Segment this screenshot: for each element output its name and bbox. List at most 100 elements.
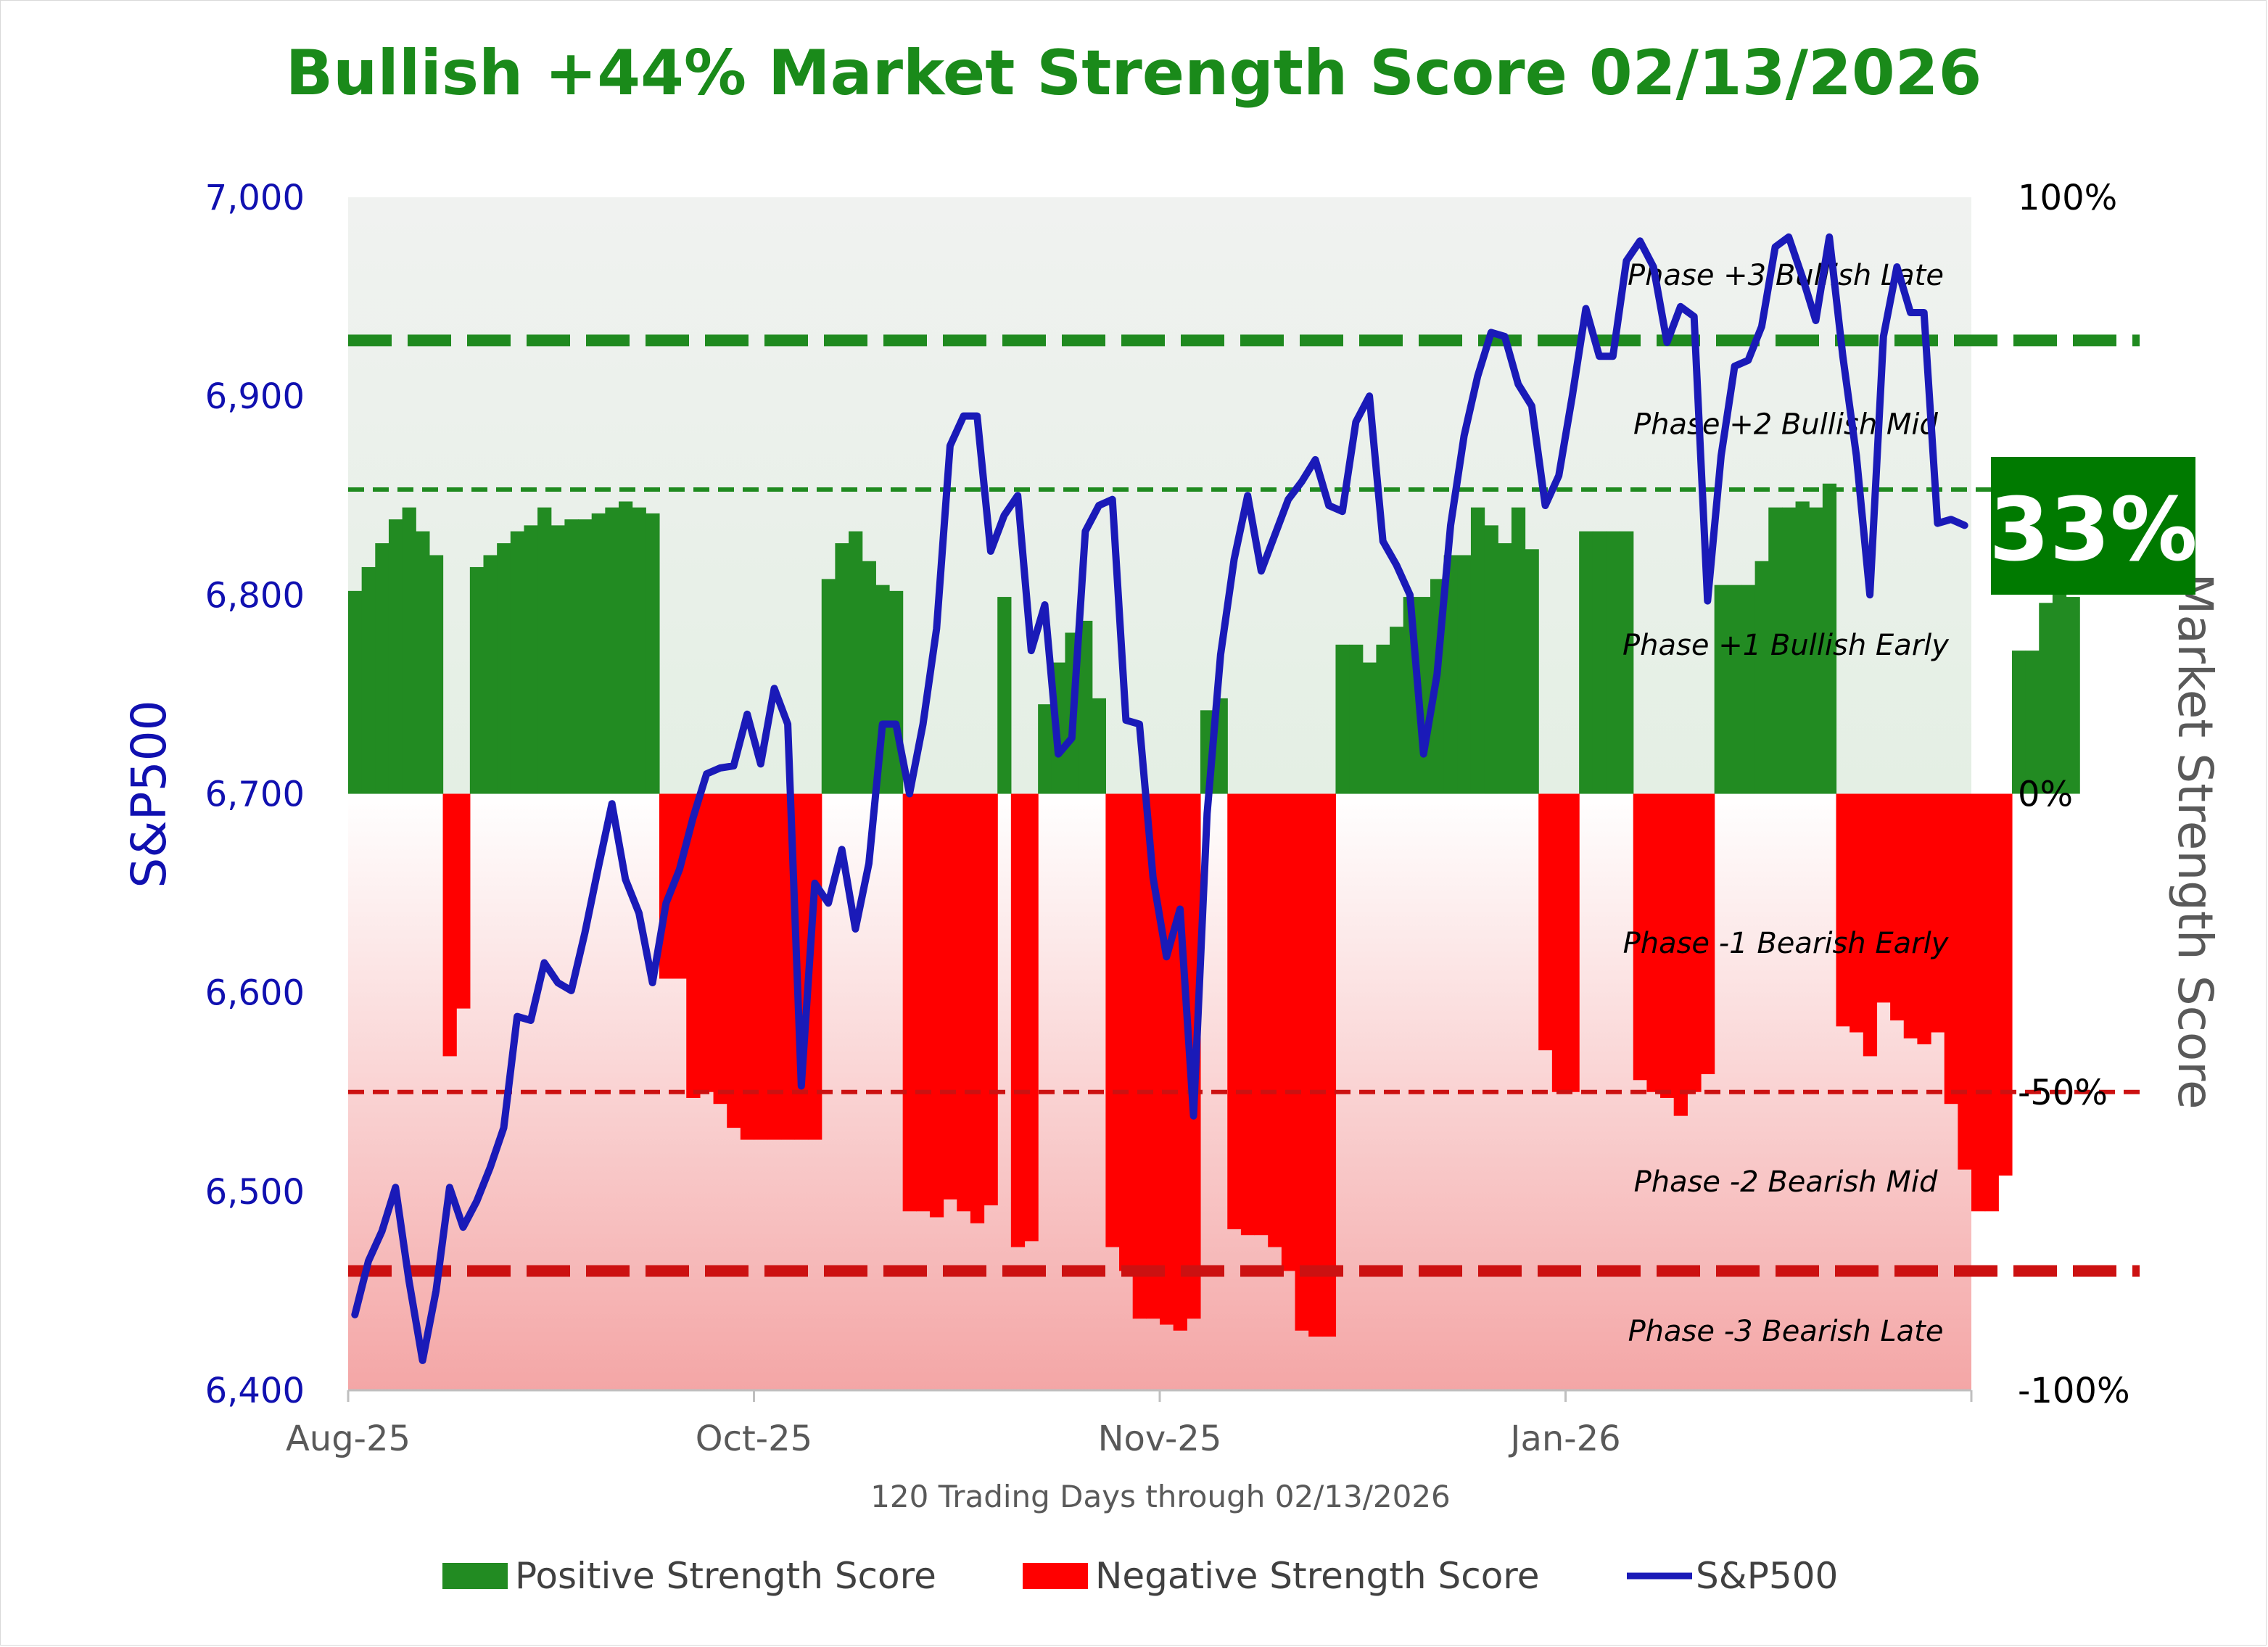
negative-score-bar	[1240, 793, 1255, 1236]
negative-score-bar	[686, 793, 701, 1098]
x-axis-title: 120 Trading Days through 02/13/2026	[870, 1479, 1451, 1514]
negative-score-bar	[1146, 793, 1160, 1319]
negative-score-bar	[970, 793, 985, 1223]
negative-score-bar	[1321, 793, 1337, 1337]
x-axis-ticks: Aug-25 Oct-25 Nov-25 Jan-26	[286, 1390, 1973, 1459]
right-axis-ticks: 100%50%0%-50%-100%	[2018, 178, 2130, 1411]
right-axis-tick-label: 100%	[2018, 178, 2117, 218]
negative-score-bar	[1931, 793, 1945, 1033]
positive-score-bar	[605, 507, 619, 794]
positive-score-bar	[524, 525, 538, 794]
positive-score-bar	[1092, 698, 1106, 794]
negative-score-bar	[1551, 793, 1567, 1092]
x-axis-tick-label: Jan-26	[1508, 1419, 1620, 1459]
negative-score-bar	[767, 793, 782, 1140]
positive-score-bar	[1390, 627, 1404, 794]
sp500-line-series	[351, 233, 1968, 1364]
phase-label: Phase +2 Bullish Mid	[1633, 408, 1938, 442]
phase-label: Phase -2 Bearish Mid	[1634, 1165, 1938, 1199]
x-axis-tick-label: Oct-25	[696, 1419, 812, 1459]
positive-score-bar	[1781, 507, 1797, 794]
current-score-badge	[1991, 457, 2195, 595]
positive-score-bar	[2066, 597, 2080, 794]
legend-sp500-label: S&P500	[1696, 1555, 1838, 1597]
negative-score-bar	[1268, 793, 1282, 1247]
negative-score-bar	[1308, 793, 1323, 1337]
negative-score-bar	[1944, 793, 1958, 1105]
negative-score-bar	[1010, 793, 1026, 1247]
strength-score-bars	[348, 483, 2080, 1337]
positive-score-bar	[619, 501, 633, 794]
negative-score-bar	[1173, 793, 1187, 1331]
positive-score-bar	[1606, 531, 1620, 794]
negative-score-bar	[1119, 793, 1134, 1271]
positive-score-bar	[1335, 644, 1350, 794]
positive-score-bar	[1754, 561, 1769, 794]
positive-score-bar	[1768, 507, 1783, 794]
legend-positive-label: Positive Strength Score	[515, 1555, 936, 1597]
legend: Positive Strength Score Negative Strengt…	[442, 1555, 1838, 1597]
negative-score-bar	[740, 793, 755, 1140]
right-axis-tick-label: -100%	[2018, 1371, 2130, 1411]
x-axis-tick-label: Aug-25	[286, 1419, 411, 1459]
phase-label: Phase -3 Bearish Late	[1628, 1315, 1944, 1348]
positive-score-bar	[591, 513, 606, 794]
positive-score-bar	[821, 579, 836, 794]
positive-score-bar	[1620, 531, 1634, 794]
left-axis-title: S&P500	[121, 700, 177, 888]
positive-score-bar	[646, 513, 660, 794]
positive-score-bar	[416, 531, 430, 794]
negative-score-bar	[1105, 793, 1120, 1247]
positive-score-bar	[632, 507, 646, 794]
negative-score-bar	[1538, 793, 1553, 1051]
positive-score-bar	[497, 543, 511, 794]
right-axis-tick-label: -50%	[2018, 1073, 2108, 1113]
positive-score-bar	[429, 555, 444, 794]
current-score-value: 33%	[1989, 480, 2197, 581]
right-axis-title: Market Strength Score	[2167, 573, 2223, 1109]
left-axis-tick-label: 6,900	[205, 376, 305, 417]
positive-score-bar	[2039, 603, 2053, 794]
left-axis-tick-label: 6,800	[205, 575, 305, 616]
left-axis-tick-label: 6,600	[205, 973, 305, 1014]
negative-score-bar	[902, 793, 917, 1212]
positive-score-bar	[1795, 501, 1810, 794]
negative-score-bar	[727, 793, 741, 1128]
left-axis-ticks: 7,000 6,900 6,800 6,700 6,600 6,500 6,400	[205, 178, 305, 1411]
positive-score-bar	[835, 543, 849, 794]
sp500-line	[351, 233, 1968, 1364]
positive-score-bar	[849, 531, 863, 794]
positive-score-bar	[1822, 483, 1837, 794]
negative-score-bar	[456, 793, 471, 1009]
positive-score-bar	[1038, 704, 1052, 794]
negative-score-bar	[1673, 793, 1688, 1116]
phase-label: Phase -1 Bearish Early	[1623, 927, 1950, 960]
negative-score-bar	[1850, 793, 1864, 1033]
negative-score-bar	[943, 793, 957, 1200]
negative-score-bar	[1917, 793, 1931, 1044]
chart-title: Bullish +44% Market Strength Score 02/13…	[286, 37, 1982, 110]
positive-score-bar	[1809, 507, 1823, 794]
negative-score-bar	[1227, 793, 1242, 1229]
negative-score-bar	[1998, 793, 2013, 1176]
negative-score-bar	[1890, 793, 1905, 1021]
positive-score-bar	[402, 507, 416, 794]
positive-score-bar	[1484, 525, 1498, 794]
negative-score-bar	[1971, 793, 1986, 1212]
positive-score-bar	[1362, 662, 1377, 794]
positive-score-bar	[1376, 644, 1390, 794]
positive-score-bar	[375, 543, 389, 794]
positive-score-bar	[1741, 585, 1756, 794]
negative-score-bar	[916, 793, 931, 1212]
negative-score-bar	[1701, 793, 1715, 1075]
negative-score-bar	[808, 793, 822, 1140]
positive-score-bar	[1470, 507, 1485, 794]
positive-score-bar	[564, 519, 579, 794]
right-axis-tick-label: 0%	[2018, 775, 2073, 815]
positive-score-bar	[1579, 531, 1593, 794]
negative-score-bar	[1863, 793, 1878, 1057]
positive-score-bar	[348, 590, 363, 794]
negative-score-bar	[699, 793, 714, 1092]
